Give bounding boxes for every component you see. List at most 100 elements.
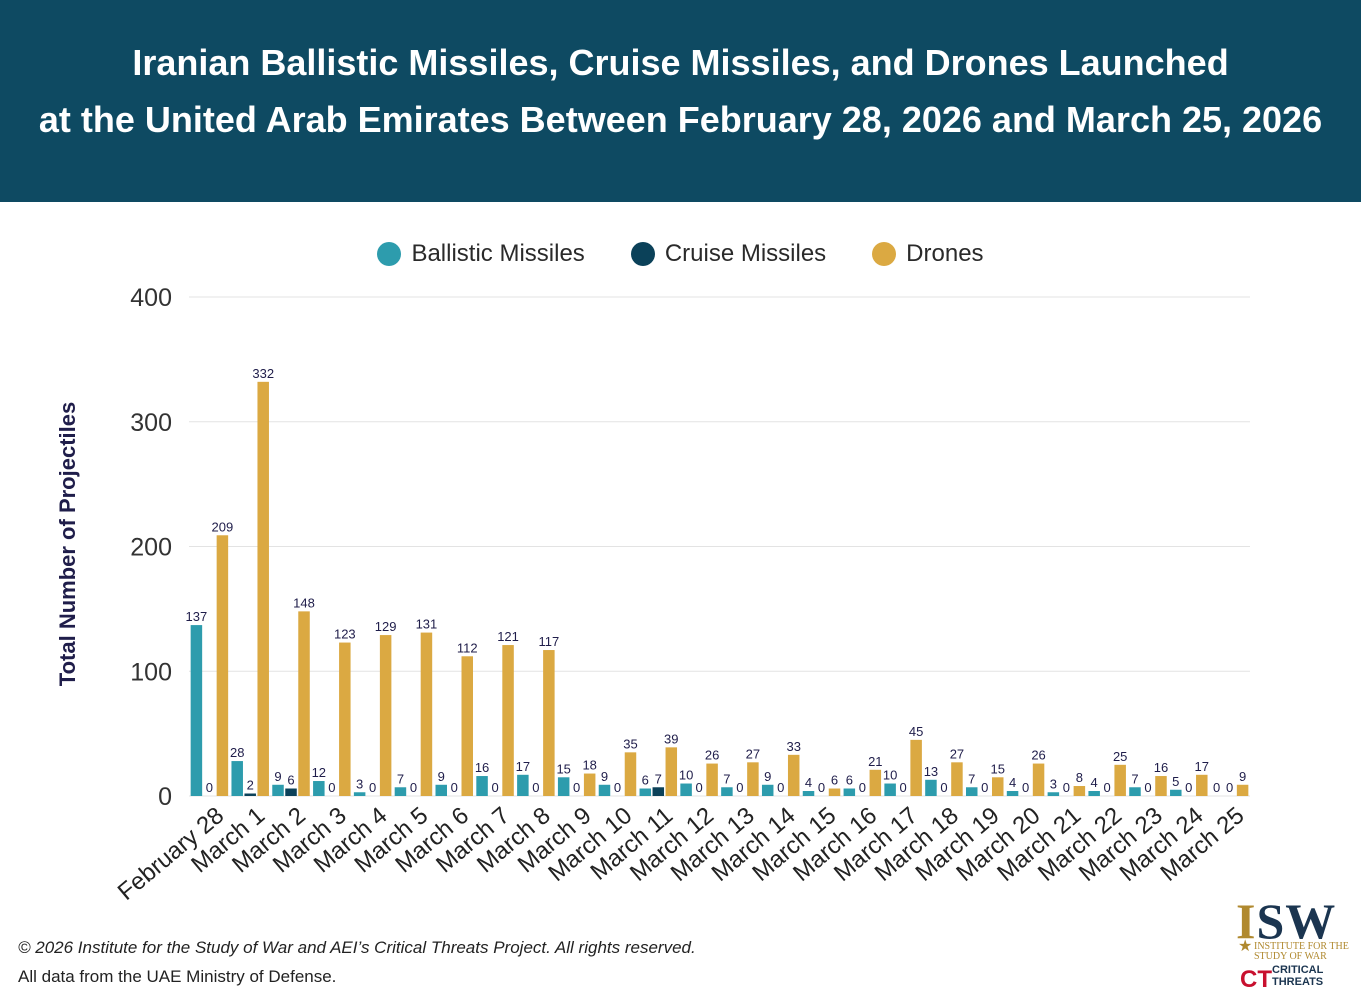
bar-ballistic xyxy=(1170,789,1182,796)
data-label-cruise: 0 xyxy=(1104,780,1111,795)
data-label-ballistic: 12 xyxy=(312,765,326,780)
bar-drones xyxy=(216,535,229,796)
data-label-cruise: 0 xyxy=(1063,780,1070,795)
data-label-cruise: 0 xyxy=(695,780,702,795)
data-label-cruise: 6 xyxy=(287,773,294,788)
bar-ballistic xyxy=(394,787,407,796)
bar-drones xyxy=(787,754,800,796)
bar-drones xyxy=(910,739,922,796)
isw-ct-logo: ISW ★ INSTITUTE FOR THE STUDY OF WAR CT C… xyxy=(1236,892,1354,996)
bar-drones xyxy=(583,773,596,796)
data-label-ballistic: 7 xyxy=(397,771,404,786)
star-icon: ★ xyxy=(1238,938,1253,955)
bar-ballistic xyxy=(557,777,570,796)
data-label-ballistic: 7 xyxy=(1131,771,1138,786)
data-label-ballistic: 6 xyxy=(642,773,649,788)
y-tick-label: 300 xyxy=(130,409,172,437)
bar-cruise xyxy=(285,788,297,796)
data-label-cruise: 0 xyxy=(491,780,498,795)
data-label-drones: 117 xyxy=(538,634,559,649)
data-source-note: All data from the UAE Ministry of Defens… xyxy=(18,967,337,986)
data-label-drones: 131 xyxy=(416,617,438,632)
bar-drones xyxy=(747,762,759,796)
bar-ballistic xyxy=(884,783,896,796)
data-label-cruise: 0 xyxy=(410,780,417,795)
bar-drones xyxy=(1155,776,1167,796)
bar-ballistic xyxy=(1047,792,1060,796)
legend-label-cruise: Cruise Missiles xyxy=(664,240,827,267)
data-label-ballistic: 9 xyxy=(274,769,281,784)
bar-ballistic xyxy=(721,787,733,796)
bar-ballistic xyxy=(476,776,488,796)
data-label-ballistic: 9 xyxy=(764,769,771,784)
data-label-ballistic: 15 xyxy=(556,761,570,776)
data-label-cruise: 0 xyxy=(1226,780,1233,795)
bar-drones xyxy=(543,650,555,796)
bar-ballistic xyxy=(966,787,978,796)
data-label-ballistic: 9 xyxy=(438,769,445,784)
isw-logo-text: ISW xyxy=(1236,893,1337,949)
bar-ballistic xyxy=(598,784,611,796)
bar-drones xyxy=(951,762,963,796)
data-label-ballistic: 10 xyxy=(883,768,897,783)
data-label-drones: 209 xyxy=(212,519,234,534)
data-label-drones: 15 xyxy=(991,761,1005,776)
bar-ballistic xyxy=(639,788,652,796)
bar-ballistic xyxy=(680,783,692,796)
data-label-drones: 45 xyxy=(909,724,923,739)
data-label-ballistic: 16 xyxy=(475,760,489,775)
bar-drones xyxy=(502,645,514,796)
data-label-cruise: 0 xyxy=(206,780,213,795)
bar-ballistic xyxy=(517,774,529,796)
copyright-note: © 2026 Institute for the Study of War an… xyxy=(18,938,696,957)
chart-legend: Ballistic Missiles Cruise Missiles Drone… xyxy=(0,236,1361,272)
data-label-ballistic: 6 xyxy=(846,773,853,788)
bar-drones xyxy=(665,747,678,796)
data-label-drones: 129 xyxy=(375,619,397,634)
data-label-ballistic: 4 xyxy=(1009,775,1016,790)
bar-ballistic xyxy=(231,761,243,796)
data-label-drones: 27 xyxy=(950,746,964,761)
data-label-drones: 27 xyxy=(746,746,760,761)
data-label-cruise: 0 xyxy=(369,780,376,795)
bar-drones xyxy=(379,635,392,796)
data-label-ballistic: 137 xyxy=(186,609,208,624)
data-label-drones: 8 xyxy=(1076,770,1083,785)
chart-title-line-1: Iranian Ballistic Missiles, Cruise Missi… xyxy=(132,42,1229,83)
bar-ballistic xyxy=(1129,787,1141,796)
data-label-drones: 121 xyxy=(497,629,519,644)
y-axis-label: Total Number of Projectiles xyxy=(55,402,80,686)
data-label-drones: 26 xyxy=(1031,748,1045,763)
data-label-drones: 123 xyxy=(334,627,356,642)
chart-title-line-2: at the United Arab Emirates Between Febr… xyxy=(38,99,1323,140)
data-label-cruise: 0 xyxy=(532,780,539,795)
data-label-ballistic: 9 xyxy=(601,769,608,784)
legend-swatch-ballistic xyxy=(377,242,402,266)
bar-ballistic xyxy=(1088,791,1100,796)
data-label-drones: 33 xyxy=(786,739,800,754)
bar-ballistic xyxy=(761,784,774,796)
y-tick-label: 400 xyxy=(130,284,172,312)
data-label-cruise: 0 xyxy=(451,780,458,795)
legend-item-ballistic: Ballistic Missiles xyxy=(377,240,585,268)
legend-swatch-drones xyxy=(872,242,897,266)
bar-ballistic xyxy=(353,792,366,796)
data-label-cruise: 0 xyxy=(1144,780,1151,795)
y-tick-label: 200 xyxy=(130,534,172,562)
bar-drones xyxy=(1236,784,1249,796)
data-label-cruise: 0 xyxy=(859,780,866,795)
bar-drones xyxy=(1032,763,1045,796)
header-banner: Iranian Ballistic Missiles, Cruise Missi… xyxy=(0,0,1361,202)
bar-ballistic xyxy=(925,779,937,796)
bar-drones xyxy=(992,777,1004,796)
data-label-ballistic: 4 xyxy=(1091,775,1098,790)
bar-ballistic xyxy=(272,784,284,796)
critical-threats-mark: CT xyxy=(1240,966,1272,993)
data-label-drones: 17 xyxy=(1195,759,1209,774)
critical-threats-logo-text: CRITICAL THREATS xyxy=(1272,964,1324,988)
bar-drones xyxy=(869,769,882,796)
bar-cruise xyxy=(244,793,256,796)
data-label-cruise: 0 xyxy=(1022,780,1029,795)
data-label-ballistic: 0 xyxy=(1213,780,1220,795)
